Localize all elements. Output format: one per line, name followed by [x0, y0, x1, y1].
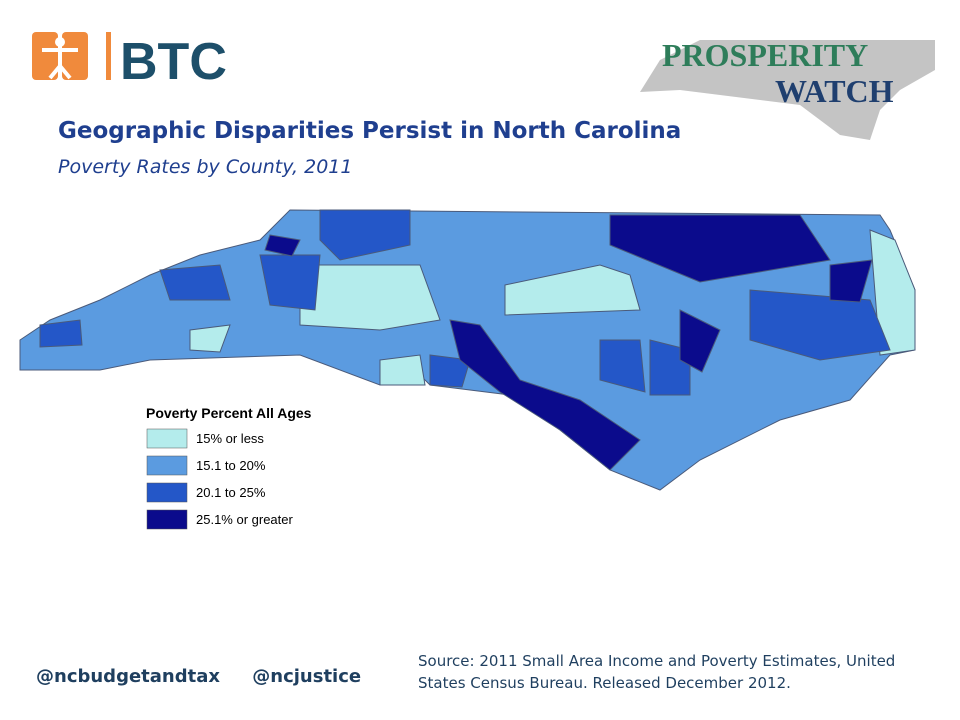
- county: [599, 339, 646, 393]
- county: [504, 264, 641, 316]
- county: [449, 319, 641, 471]
- county: [159, 264, 231, 301]
- county: [429, 354, 471, 388]
- county: [829, 259, 873, 303]
- badge-text: PROSPERITY: [662, 37, 868, 73]
- legend-swatch: [146, 428, 188, 449]
- logo-icon: [55, 37, 65, 47]
- legend-label: 25.1% or greater: [196, 512, 294, 527]
- handle: @ncbudgetandtax: [36, 666, 220, 687]
- legend-swatch: [146, 482, 188, 503]
- map: [19, 209, 916, 491]
- legend-label: 15% or less: [196, 431, 264, 446]
- legend-swatch: [146, 455, 188, 476]
- legend-label: 15.1 to 20%: [196, 458, 266, 473]
- source-note: Source: 2011 Small Area Income and Pover…: [418, 652, 896, 692]
- logo-icon: [42, 48, 78, 80]
- logo-block: [62, 32, 88, 80]
- county: [299, 264, 441, 331]
- legend-label: 20.1 to 25%: [196, 485, 266, 500]
- county: [679, 309, 721, 373]
- legend: 15% or less 15.1 to 20% 20.1 to 25% 25.1% o…: [146, 428, 294, 530]
- badge-shape: [640, 40, 935, 140]
- handles: @ncbudgetandtax @ncjustice: [36, 666, 387, 687]
- handle: @ncjustice: [252, 666, 362, 687]
- county: [264, 234, 301, 257]
- county: [189, 324, 231, 353]
- legend-swatch: [146, 509, 188, 530]
- legend-title: Poverty Percent All Ages: [146, 405, 312, 421]
- title: Geographic Disparities Persist in North …: [58, 118, 682, 144]
- subtitle: Poverty Rates by County, 2011: [58, 156, 353, 178]
- badge-text: WATCH: [775, 73, 894, 109]
- logo-block: [32, 32, 58, 80]
- county: [259, 254, 321, 311]
- logo-bar: [106, 32, 111, 80]
- logo-text: BTC: [120, 33, 227, 91]
- county: [39, 319, 83, 348]
- county: [319, 209, 411, 261]
- county: [609, 214, 831, 283]
- county: [379, 354, 426, 386]
